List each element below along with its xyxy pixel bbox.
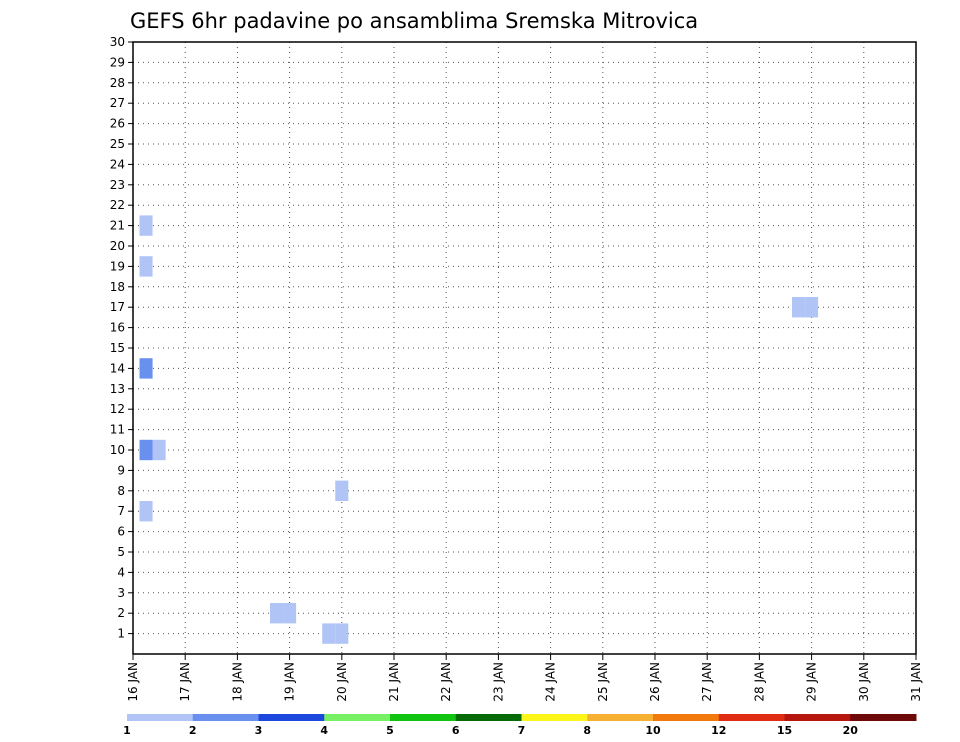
- legend-swatch: [258, 714, 325, 721]
- y-tick-label: 28: [110, 76, 125, 90]
- legend-label: 10: [645, 724, 661, 737]
- y-tick-label: 10: [110, 443, 125, 457]
- y-tick-label: 17: [110, 300, 125, 314]
- y-tick-label: 13: [110, 382, 125, 396]
- y-tick-label: 11: [110, 423, 125, 437]
- y-tick-label: 25: [110, 137, 125, 151]
- legend-label: 7: [518, 724, 526, 737]
- heatmap-cell: [805, 297, 819, 318]
- y-tick-label: 29: [110, 55, 125, 69]
- x-tick-label: 30 JAN: [857, 662, 871, 702]
- y-tick-label: 2: [117, 606, 125, 620]
- y-tick-label: 24: [110, 157, 125, 171]
- y-tick-label: 27: [110, 96, 125, 110]
- y-tick-label: 18: [110, 280, 125, 294]
- y-tick-label: 6: [117, 525, 125, 539]
- heatmap-cell: [270, 603, 284, 624]
- legend-label: 3: [255, 724, 263, 737]
- heatmap-cell: [792, 297, 806, 318]
- y-tick-label: 7: [117, 504, 125, 518]
- x-tick-label: 23 JAN: [491, 662, 505, 702]
- x-tick-label: 18 JAN: [230, 662, 244, 702]
- y-tick-label: 12: [110, 402, 125, 416]
- legend-swatch: [521, 714, 588, 721]
- heatmap-cell: [152, 439, 166, 461]
- heatmap-cell: [139, 439, 153, 461]
- x-tick-label: 22 JAN: [439, 662, 453, 702]
- color-legend: 1 2 3 4 5 6 7 8 10 12 15 20: [123, 714, 917, 737]
- y-tick-label: 15: [110, 341, 125, 355]
- heatmap-cell: [335, 480, 349, 501]
- heatmap-cell: [139, 256, 153, 277]
- legend-label: 8: [583, 724, 591, 737]
- legend-swatch: [455, 714, 522, 721]
- heatmap-cells: [139, 215, 819, 644]
- x-tick-label: 24 JAN: [544, 662, 558, 702]
- y-tick-label: 20: [110, 239, 125, 253]
- x-tick-label: 27 JAN: [700, 662, 714, 702]
- x-axis-ticks: 16 JAN 17 JAN 18 JAN 19 JAN 20 JAN 21 JAN 22 J…: [126, 654, 923, 702]
- legend-label: 15: [777, 724, 792, 737]
- legend-swatch: [390, 714, 457, 721]
- y-tick-label: 30: [110, 35, 125, 49]
- y-tick-label: 26: [110, 117, 125, 131]
- y-tick-label: 8: [117, 484, 125, 498]
- y-axis-ticks: 1234567891011121314151617181920212223242…: [110, 35, 133, 641]
- x-tick-label: 19 JAN: [283, 662, 297, 702]
- legend-label: 2: [189, 724, 197, 737]
- x-tick-label: 21 JAN: [387, 662, 401, 702]
- x-tick-label: 16 JAN: [126, 662, 140, 702]
- legend-swatch: [718, 714, 785, 721]
- legend-label: 5: [386, 724, 394, 737]
- heatmap-cell: [335, 623, 349, 644]
- x-tick-label: 28 JAN: [752, 662, 766, 702]
- legend-swatch: [324, 714, 391, 721]
- legend-swatch: [192, 714, 259, 721]
- legend-label: 12: [711, 724, 726, 737]
- legend-swatch: [653, 714, 720, 721]
- y-tick-label: 21: [110, 219, 125, 233]
- legend-label: 20: [843, 724, 859, 737]
- legend-label: 4: [320, 724, 328, 737]
- legend-label: 6: [452, 724, 460, 737]
- x-tick-label: 29 JAN: [805, 662, 819, 702]
- y-tick-label: 3: [117, 586, 125, 600]
- x-tick-label: 17 JAN: [178, 662, 192, 702]
- y-tick-label: 16: [110, 321, 125, 335]
- legend-label: 1: [123, 724, 131, 737]
- x-tick-label: 26 JAN: [648, 662, 662, 702]
- x-tick-label: 31 JAN: [909, 662, 923, 702]
- y-tick-label: 9: [117, 463, 125, 477]
- heatmap-cell: [139, 501, 153, 522]
- y-tick-label: 19: [110, 259, 125, 273]
- y-tick-label: 1: [117, 627, 125, 641]
- y-tick-label: 23: [110, 178, 125, 192]
- chart-title: GEFS 6hr padavine po ansamblima Sremska …: [130, 9, 698, 33]
- x-tick-label: 20 JAN: [335, 662, 349, 702]
- heatmap-cell: [139, 358, 153, 379]
- y-tick-label: 5: [117, 545, 125, 559]
- y-tick-label: 22: [110, 198, 125, 212]
- y-tick-label: 14: [110, 361, 125, 375]
- x-tick-label: 25 JAN: [596, 662, 610, 702]
- legend-swatch: [784, 714, 851, 721]
- legend-swatch: [127, 714, 194, 721]
- legend-swatch: [850, 714, 917, 721]
- y-tick-label: 4: [117, 565, 125, 579]
- grid-lines: [133, 42, 916, 654]
- heatmap-cell: [139, 215, 153, 236]
- heatmap-cell: [322, 623, 336, 644]
- heatmap-cell: [283, 603, 297, 624]
- legend-swatch: [587, 714, 654, 721]
